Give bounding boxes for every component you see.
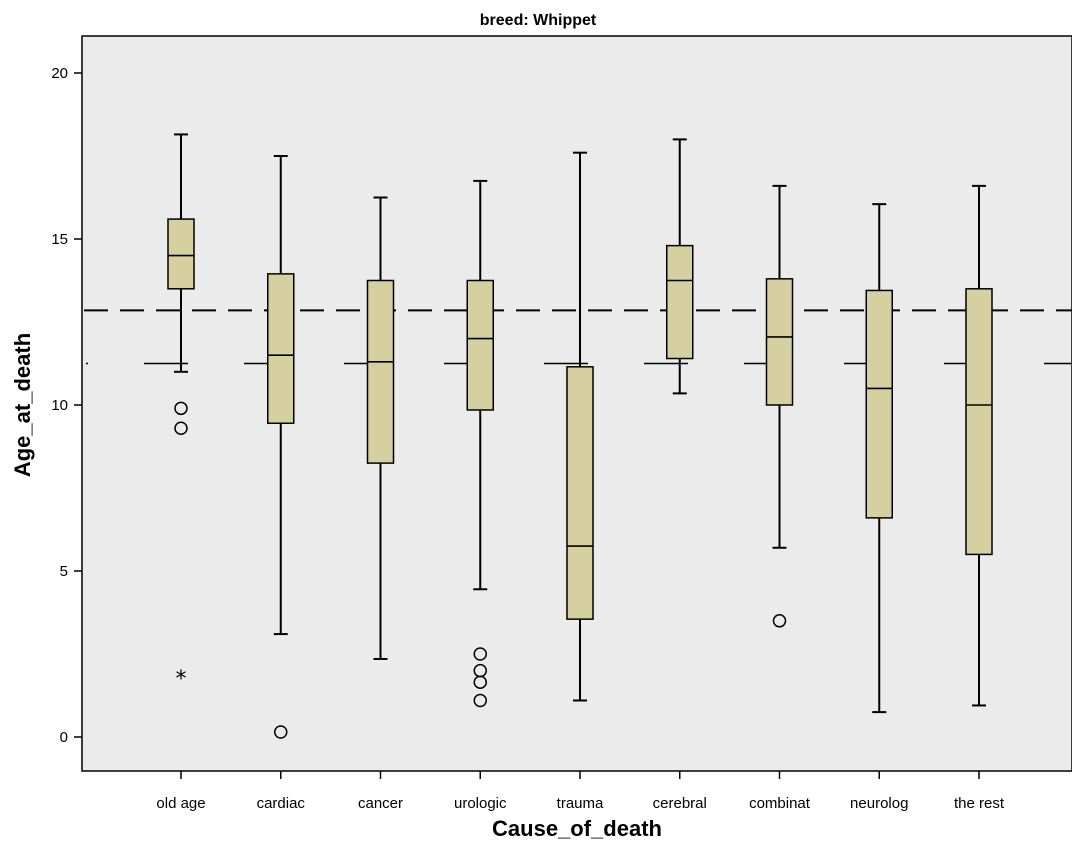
y-axis-title: Age_at_death	[10, 333, 35, 477]
box-neurolog	[865, 203, 893, 714]
iqr-box	[765, 278, 794, 406]
y-tick-label: 20	[51, 65, 68, 82]
box-cardiac	[267, 155, 295, 739]
box-urologic	[466, 179, 494, 708]
outlier-point	[473, 675, 487, 689]
outlier-point	[274, 725, 288, 739]
iqr-box	[865, 289, 893, 519]
iqr-box	[366, 279, 395, 464]
x-tick-label: cancer	[358, 795, 403, 812]
outlier-point	[772, 614, 787, 628]
box-cerebral	[666, 138, 694, 395]
box-cancer	[366, 196, 395, 660]
iqr-box	[566, 366, 594, 620]
outlier-point	[473, 693, 487, 708]
x-tick-label: trauma	[557, 795, 604, 812]
extreme-point: *	[176, 667, 187, 692]
iqr-box	[965, 288, 993, 556]
x-axis: old age cardiac cancer urologic trauma cerebr…	[156, 771, 1005, 812]
x-tick-label: cerebral	[653, 795, 707, 812]
outlier-point	[473, 647, 487, 661]
y-tick-label: 10	[51, 397, 68, 414]
outlier-point	[174, 401, 188, 416]
x-tick-label: combinat	[749, 795, 811, 812]
x-tick-label: cardiac	[257, 795, 306, 812]
x-tick-label: the rest	[954, 795, 1005, 812]
x-axis-title: Cause_of_death	[492, 816, 662, 841]
iqr-box	[466, 279, 494, 411]
x-tick-label: neurolog	[850, 795, 908, 812]
x-tick-label: urologic	[454, 795, 507, 812]
box-old-age: *	[167, 133, 195, 692]
y-tick-label: 15	[51, 231, 68, 248]
y-tick-label: 5	[60, 563, 68, 580]
y-axis: 0 5 10 15 20	[51, 65, 82, 746]
box-group: *	[167, 133, 993, 739]
iqr-box	[167, 218, 195, 290]
iqr-box	[666, 244, 694, 360]
outlier-point	[174, 421, 188, 435]
box-trauma	[566, 151, 594, 702]
chart-title: breed: Whippet	[480, 12, 597, 29]
y-tick-label: 0	[60, 729, 68, 746]
box-the-rest	[965, 184, 993, 707]
x-tick-label: old age	[156, 795, 205, 812]
iqr-box	[267, 273, 295, 425]
box-combinat	[765, 184, 794, 628]
